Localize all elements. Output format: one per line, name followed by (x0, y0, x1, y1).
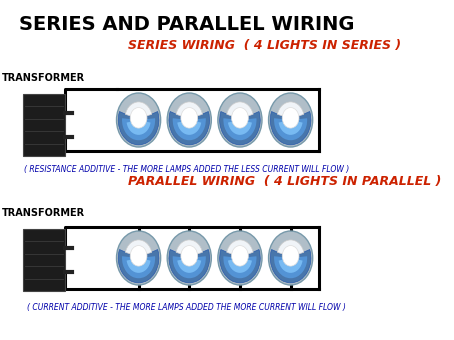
Wedge shape (270, 250, 311, 283)
Text: TRANSFORMER: TRANSFORMER (2, 73, 85, 83)
Circle shape (181, 107, 197, 128)
Circle shape (130, 107, 147, 128)
Wedge shape (223, 256, 257, 278)
Wedge shape (227, 240, 253, 257)
Wedge shape (270, 112, 311, 145)
Circle shape (232, 107, 248, 128)
Wedge shape (178, 258, 201, 273)
Circle shape (181, 245, 197, 266)
Circle shape (130, 245, 147, 266)
Circle shape (282, 245, 299, 266)
Wedge shape (277, 240, 304, 257)
Wedge shape (279, 120, 302, 135)
Wedge shape (176, 102, 202, 119)
Wedge shape (228, 120, 252, 135)
Circle shape (117, 93, 161, 147)
Wedge shape (176, 240, 202, 257)
Wedge shape (122, 256, 155, 278)
Wedge shape (127, 120, 151, 135)
Wedge shape (279, 258, 302, 273)
Circle shape (282, 107, 299, 128)
Wedge shape (118, 250, 159, 283)
Circle shape (269, 93, 313, 147)
Wedge shape (220, 112, 260, 145)
Wedge shape (169, 112, 210, 145)
Text: SERIES AND PARALLEL WIRING: SERIES AND PARALLEL WIRING (19, 15, 355, 34)
Circle shape (117, 231, 161, 285)
Bar (23, 94, 65, 156)
Bar (23, 229, 65, 291)
Wedge shape (125, 102, 152, 119)
Wedge shape (274, 256, 307, 278)
Circle shape (232, 245, 248, 266)
Wedge shape (227, 102, 253, 119)
Text: SERIES WIRING  ( 4 LIGHTS IN SERIES ): SERIES WIRING ( 4 LIGHTS IN SERIES ) (128, 38, 401, 51)
Wedge shape (223, 118, 257, 140)
Wedge shape (125, 240, 152, 257)
Circle shape (167, 231, 211, 285)
Wedge shape (228, 258, 252, 273)
Text: TRANSFORMER: TRANSFORMER (2, 208, 85, 218)
Wedge shape (274, 118, 307, 140)
Wedge shape (178, 120, 201, 135)
Wedge shape (169, 250, 210, 283)
Wedge shape (220, 250, 260, 283)
Wedge shape (173, 256, 206, 278)
Circle shape (218, 231, 262, 285)
Wedge shape (118, 112, 159, 145)
Circle shape (218, 93, 262, 147)
Wedge shape (277, 102, 304, 119)
Text: ( RESISTANCE ADDITIVE - THE MORE LAMPS ADDED THE LESS CURRENT WILL FLOW ): ( RESISTANCE ADDITIVE - THE MORE LAMPS A… (24, 165, 350, 174)
Text: ( CURRENT ADDITIVE - THE MORE LAMPS ADDED THE MORE CURRENT WILL FLOW ): ( CURRENT ADDITIVE - THE MORE LAMPS ADDE… (27, 303, 346, 312)
Circle shape (167, 93, 211, 147)
Wedge shape (127, 258, 151, 273)
Wedge shape (173, 118, 206, 140)
Wedge shape (122, 118, 155, 140)
Circle shape (269, 231, 313, 285)
Text: PARALLEL WIRING  ( 4 LIGHTS IN PARALLEL ): PARALLEL WIRING ( 4 LIGHTS IN PARALLEL ) (128, 175, 441, 188)
